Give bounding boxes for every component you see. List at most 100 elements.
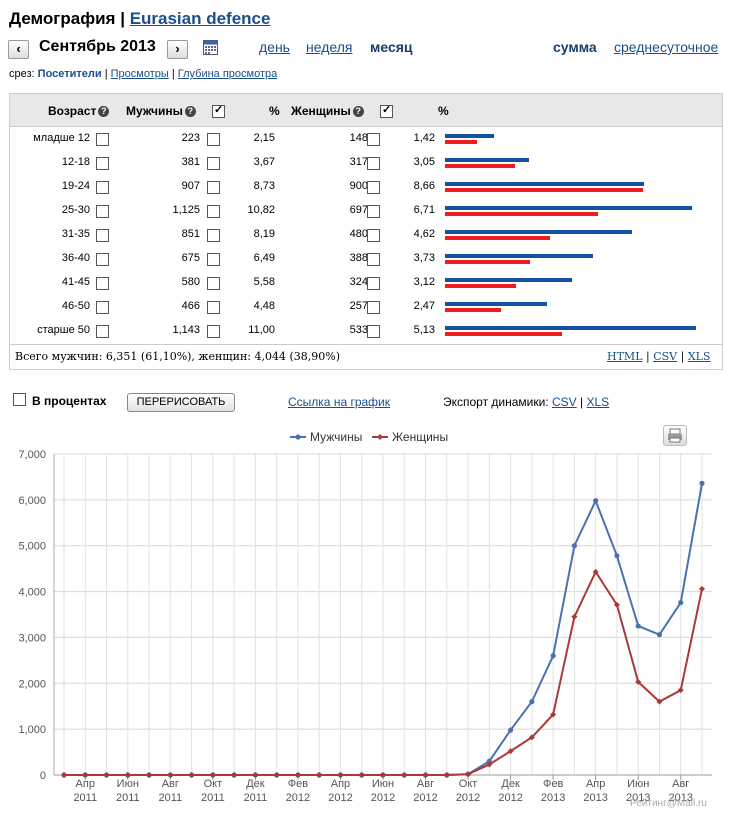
x-tick-label: Авг: [672, 778, 689, 790]
men-checkbox[interactable]: [207, 133, 220, 146]
help-icon[interactable]: ?: [184, 106, 196, 117]
women-share-bar: [445, 332, 562, 336]
data-point: [571, 543, 578, 549]
men-checkbox[interactable]: [207, 301, 220, 314]
x-tick-label: Июн: [117, 778, 139, 790]
women-share-bar: [445, 284, 516, 288]
age-header: Возраст?: [48, 104, 110, 118]
women-checkbox[interactable]: [367, 301, 380, 314]
women-count-cell: 900: [349, 180, 368, 192]
age-cell: 41-45: [61, 276, 90, 288]
mode-daily-avg-link[interactable]: среднесуточное: [614, 39, 719, 55]
men-checkbox[interactable]: [207, 325, 220, 338]
slice-pageviews-link[interactable]: Просмотры: [110, 68, 169, 80]
age-cell: 12-18: [61, 156, 90, 168]
y-tick-label: 3,000: [18, 632, 46, 644]
women-header: Женщины?: [291, 104, 364, 118]
women-checkbox[interactable]: [367, 277, 380, 290]
age-checkbox[interactable]: [96, 205, 109, 218]
period-day-link[interactable]: день: [259, 39, 290, 55]
redraw-button[interactable]: ПЕРЕРИСОВАТЬ: [127, 393, 235, 412]
men-share-bar: [445, 302, 547, 306]
data-point: [209, 772, 216, 778]
export-dynamics-csv-link[interactable]: CSV: [552, 395, 577, 409]
women-checkbox[interactable]: [367, 253, 380, 266]
graph-link[interactable]: Ссылка на график: [288, 395, 390, 409]
x-tick-label: Фев: [543, 778, 563, 790]
women-checkbox[interactable]: [367, 325, 380, 338]
export-csv-link[interactable]: CSV: [653, 350, 678, 363]
percent-checkbox[interactable]: [13, 393, 26, 406]
women-pct-cell: 6,71: [413, 204, 435, 216]
chart-svg: 0 1,000 2,000 3,000 4,000 5,000 6,000 7,000 Апр 2…: [18, 430, 712, 804]
data-point: [358, 772, 365, 778]
help-icon[interactable]: ?: [352, 106, 364, 117]
men-checkbox[interactable]: [207, 253, 220, 266]
slice-depth-link[interactable]: Глубина просмотра: [177, 68, 278, 80]
x-tick-label: Апр: [586, 778, 605, 790]
men-count-cell: 907: [181, 180, 200, 192]
women-checkbox[interactable]: [367, 229, 380, 242]
export-dynamics-label: Экспорт динамики:: [443, 395, 549, 409]
y-tick-label: 2,000: [18, 678, 46, 690]
men-checkbox[interactable]: [207, 205, 220, 218]
help-icon[interactable]: ?: [98, 106, 110, 117]
period-week-link[interactable]: неделя: [306, 39, 353, 55]
data-point: [635, 623, 641, 629]
data-point: [507, 748, 514, 755]
next-period-button[interactable]: ›: [167, 40, 188, 59]
age-checkbox[interactable]: [96, 325, 109, 338]
women-checkbox[interactable]: [367, 181, 380, 194]
women-count-cell: 697: [349, 204, 368, 216]
women-count-cell: 480: [349, 228, 368, 240]
export-dynamics: Экспорт динамики: CSV | XLS: [443, 395, 610, 409]
x-tick-label: 2012: [328, 792, 352, 804]
age-checkbox[interactable]: [96, 301, 109, 314]
slice-label: срез:: [9, 68, 35, 80]
export-sep: |: [646, 350, 650, 363]
x-tick-label: Окт: [204, 778, 223, 790]
women-pct-cell: 2,47: [413, 300, 435, 312]
period-month-link[interactable]: месяц: [370, 39, 413, 55]
data-point: [103, 772, 110, 778]
export-xls-link[interactable]: XLS: [687, 350, 711, 363]
printer-icon[interactable]: [663, 425, 687, 446]
age-checkbox[interactable]: [96, 253, 109, 266]
data-point: [486, 761, 493, 768]
slice-visitors[interactable]: Посетители: [37, 68, 102, 80]
data-point: [294, 772, 301, 778]
calendar-icon[interactable]: [203, 40, 218, 55]
age-checkbox[interactable]: [96, 181, 109, 194]
demographics-table: Возраст? Мужчины? % Женщины? % младше 12…: [9, 93, 723, 370]
men-checkbox[interactable]: [207, 181, 220, 194]
women-checkbox[interactable]: [367, 133, 380, 146]
women-checkbox[interactable]: [367, 157, 380, 170]
data-point: [571, 613, 578, 620]
site-link[interactable]: Eurasian defence: [129, 9, 271, 28]
data-point: [316, 772, 323, 778]
women-select-all-checkbox[interactable]: [380, 103, 393, 118]
women-pct-cell: 3,05: [413, 156, 435, 168]
men-checkbox[interactable]: [207, 277, 220, 290]
age-cell: младше 12: [33, 132, 90, 144]
women-pct-header: %: [438, 104, 449, 118]
x-tick-label: Дек: [246, 778, 265, 790]
women-count-cell: 148: [349, 132, 368, 144]
men-checkbox[interactable]: [207, 229, 220, 242]
women-pct-cell: 4,62: [413, 228, 435, 240]
men-count-cell: 851: [181, 228, 200, 240]
men-share-bar: [445, 230, 632, 234]
age-checkbox[interactable]: [96, 277, 109, 290]
mode-sum-link[interactable]: сумма: [553, 39, 597, 55]
export-dynamics-xls-link[interactable]: XLS: [586, 395, 610, 409]
men-checkbox[interactable]: [207, 157, 220, 170]
age-checkbox[interactable]: [96, 157, 109, 170]
men-select-all-checkbox[interactable]: [212, 103, 225, 118]
export-html-link[interactable]: HTML: [607, 350, 643, 363]
age-checkbox[interactable]: [96, 133, 109, 146]
age-checkbox[interactable]: [96, 229, 109, 242]
y-tick-label: 0: [40, 770, 46, 782]
x-tick-label: 2012: [371, 792, 395, 804]
prev-period-button[interactable]: ‹: [8, 40, 29, 59]
women-checkbox[interactable]: [367, 205, 380, 218]
